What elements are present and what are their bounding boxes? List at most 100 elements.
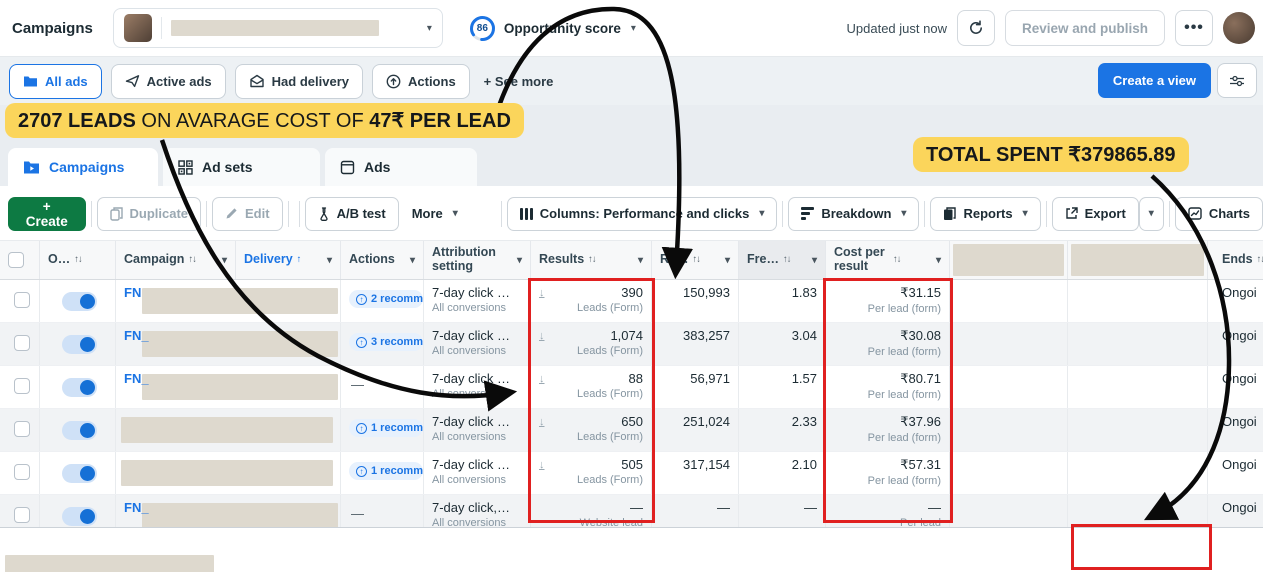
more-options-button[interactable]: ••• — [1175, 10, 1213, 46]
filter-all-ads[interactable]: All ads — [9, 63, 102, 99]
button-label: Duplicate — [129, 206, 189, 221]
row-toggle-cell — [40, 495, 116, 537]
refresh-button[interactable] — [956, 10, 995, 46]
header-cost-per-result[interactable]: Cost per result ↑↓ ▾ — [826, 241, 950, 279]
campaign-on-toggle[interactable] — [62, 464, 97, 483]
edit-button[interactable]: Edit — [212, 196, 283, 231]
header-results[interactable]: Results ↑↓ ▾ — [531, 241, 652, 279]
charts-button[interactable]: Charts — [1174, 196, 1263, 231]
header-attribution-setting[interactable]: Attribution setting ▾ — [424, 241, 531, 279]
chevron-down-icon: ▾ — [811, 254, 817, 266]
redacted-campaign-name — [142, 374, 338, 400]
header-redacted-column — [1068, 241, 1208, 279]
row-attribution-cell: 7-day click … All conversions — [424, 280, 531, 322]
row-ends-cell: Ongoi — [1208, 280, 1263, 322]
header-actions[interactable]: Actions ▾ — [341, 241, 424, 279]
header-ends[interactable]: Ends ↑↓ — [1208, 241, 1263, 279]
filter-label: Had delivery — [271, 73, 349, 89]
duplicate-button[interactable]: Duplicate — [96, 196, 202, 231]
divider — [924, 200, 926, 227]
row-frequency-cell: 1.83 — [739, 280, 826, 322]
reach-value: 150,993 — [683, 285, 730, 300]
row-actions-cell: ↑ 2 recomm — — [341, 280, 424, 322]
campaign-name-link[interactable]: FN_ — [124, 500, 149, 515]
campaign-on-toggle[interactable] — [62, 335, 97, 354]
recommendations-pill[interactable]: ↑ 1 recomm — [349, 419, 423, 437]
row-checkbox[interactable] — [14, 421, 30, 437]
campaign-name-link[interactable]: FN_ — [124, 328, 149, 343]
filter-settings-button[interactable] — [1217, 63, 1257, 98]
row-check-cell — [0, 495, 40, 537]
row-reach-cell: 317,154 — [652, 452, 739, 494]
user-avatar[interactable] — [1223, 12, 1255, 44]
chevron-down-icon: ▾ — [630, 22, 636, 34]
actions-dash: — — [351, 506, 364, 521]
campaign-on-toggle[interactable] — [62, 292, 97, 311]
header-campaign[interactable]: Campaign ↑↓ ▾ — [116, 241, 236, 279]
export-options-caret[interactable]: ▾ — [1138, 196, 1164, 231]
ab-test-button[interactable]: A/B test — [304, 196, 399, 231]
download-results-icon[interactable]: ↓ — [539, 287, 545, 299]
select-all-checkbox[interactable] — [8, 252, 24, 268]
campaign-name-link[interactable]: FN — [124, 285, 142, 300]
header-delivery[interactable]: Delivery ↑ ▾ — [236, 241, 341, 279]
sliders-icon — [1230, 75, 1244, 86]
filter-label: All ads — [45, 73, 88, 89]
download-results-icon[interactable]: ↓ — [539, 330, 545, 342]
row-attribution-cell: 7-day click … All conversions — [424, 452, 531, 494]
tab-ad-sets[interactable]: Ad sets — [163, 148, 320, 186]
campaign-name-link[interactable]: FN_ — [124, 371, 149, 386]
row-check-cell — [0, 323, 40, 365]
create-a-view-button[interactable]: Create a view — [1097, 63, 1211, 98]
opportunity-score-dropdown[interactable]: 86 Opportunity score ▾ — [469, 15, 636, 42]
download-results-icon[interactable]: ↓ — [539, 459, 545, 471]
attribution-sub: All conversions — [432, 302, 506, 314]
campaign-on-toggle[interactable] — [62, 507, 97, 526]
header-onoff[interactable]: O… ↑↓ — [40, 241, 116, 279]
attribution-value: 7-day click,… — [432, 500, 511, 515]
table-row: FN_ ↑ — — 7-day click … All conversions … — [0, 366, 1263, 409]
row-checkbox[interactable] — [14, 292, 30, 308]
row-delivery-cell — [236, 452, 341, 494]
redacted-campaign-name — [121, 417, 333, 443]
reports-dropdown[interactable]: Reports ▾ — [930, 196, 1041, 231]
filter-actions[interactable]: Actions — [372, 63, 470, 99]
campaign-on-toggle[interactable] — [62, 378, 97, 397]
row-checkbox[interactable] — [14, 335, 30, 351]
create-campaign-button[interactable]: + Create — [8, 196, 86, 231]
export-button[interactable]: Export — [1051, 196, 1139, 231]
header-frequency[interactable]: Fre… ↑↓ ▾ — [739, 241, 826, 279]
tab-campaigns[interactable]: Campaigns — [8, 148, 158, 186]
row-frequency-cell: 3.04 — [739, 323, 826, 365]
row-checkbox[interactable] — [14, 507, 30, 523]
row-checkbox[interactable] — [14, 378, 30, 394]
campaign-on-toggle[interactable] — [62, 421, 97, 440]
ad-account-selector[interactable]: ▾ — [112, 8, 443, 48]
recommendations-pill[interactable]: ↑ 3 recomm — [349, 333, 423, 351]
filter-active-ads[interactable]: Active ads — [110, 63, 226, 99]
download-results-icon[interactable]: ↓ — [539, 373, 545, 385]
attribution-value: 7-day click … — [432, 414, 511, 429]
more-button[interactable]: More ▾ — [398, 196, 471, 231]
summary-campaign-cell — [0, 548, 1263, 572]
see-more-filters-button[interactable]: + See more — [483, 73, 554, 89]
recommendations-pill[interactable]: ↑ 2 recomm — [349, 290, 423, 308]
tab-ads[interactable]: Ads — [325, 148, 477, 186]
tab-label: Ads — [364, 159, 391, 175]
review-and-publish-button[interactable]: Review and publish — [1004, 10, 1165, 46]
row-results-cell: ↓ 88 Leads (Form) — [531, 366, 652, 408]
header-select-all[interactable] — [0, 241, 40, 279]
mail-icon — [249, 74, 264, 88]
cost-value: — — [928, 500, 941, 515]
reach-value: 383,257 — [683, 328, 730, 343]
breakdown-dropdown[interactable]: Breakdown ▾ — [788, 196, 920, 231]
filter-had-delivery[interactable]: Had delivery — [234, 63, 363, 99]
divider — [287, 200, 289, 227]
chevron-down-icon: ▾ — [326, 254, 332, 266]
row-checkbox[interactable] — [14, 464, 30, 480]
download-results-icon[interactable]: ↓ — [539, 416, 545, 428]
header-reach[interactable]: Re… ↑↓ ▾ — [652, 241, 739, 279]
recommendations-pill[interactable]: ↑ 1 recomm — [349, 462, 423, 480]
columns-dropdown[interactable]: Columns: Performance and clicks ▾ — [506, 196, 778, 231]
ends-value: Ongoi — [1222, 500, 1257, 515]
